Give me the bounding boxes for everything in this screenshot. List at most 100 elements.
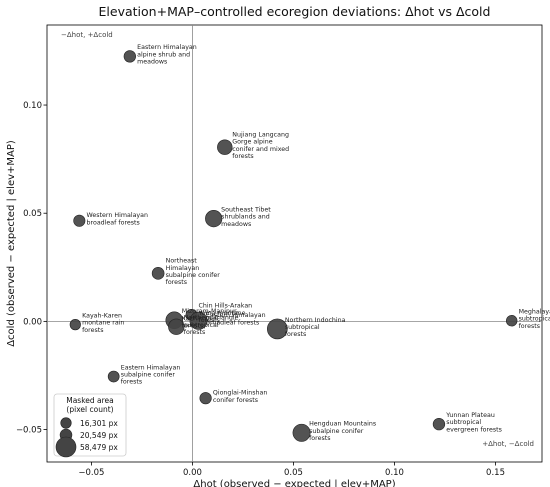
point-label-line: shrublands and xyxy=(221,214,270,221)
y-axis-ticks: −0.05 0.00 0.05 0.10 xyxy=(16,101,47,436)
point-label-line: conifer forests xyxy=(213,397,258,404)
point-label-line: Western Himalayan xyxy=(87,212,148,219)
data-point xyxy=(292,423,311,442)
point-label: Eastern Himalayan subalpine conifer forest… xyxy=(121,364,181,385)
point-label-line: broadleaf forests xyxy=(87,219,140,226)
point-label-line: forests xyxy=(184,329,205,336)
chart-title: Elevation+MAP–controlled ecoregion devia… xyxy=(99,4,491,19)
point-label-line: Nujiang Langcang xyxy=(232,131,289,138)
point-label-line: Northeast xyxy=(166,258,198,265)
y-tick-label: −0.05 xyxy=(16,426,42,436)
data-point xyxy=(189,311,208,330)
point-label-line: Yunnan Plateau xyxy=(445,412,495,419)
point-label-line: alpine shrub and xyxy=(137,51,190,58)
y-axis-label: Δcold (observed − expected | elev+MAP) xyxy=(6,140,17,347)
point-label: Hengduan Mountains subalpine conifer fores… xyxy=(309,421,376,442)
point-label-line: broadleaf forests xyxy=(206,319,259,326)
point-label-line: forests xyxy=(82,327,103,334)
legend-label: 58,479 px xyxy=(80,443,118,452)
data-point xyxy=(267,318,288,340)
point-label: Northern Triangle subtropical forests xyxy=(184,315,239,336)
data-point xyxy=(506,315,518,327)
point-label-line: forests xyxy=(309,435,330,442)
point-label-line: subalpine conifer xyxy=(166,272,221,279)
data-point xyxy=(69,319,81,331)
point-label-line: Kachin rain xyxy=(182,315,217,322)
point-label-line: Yoma montane xyxy=(198,310,246,317)
point-label-line: subtropical xyxy=(446,419,481,426)
point-label-line: Himalayan xyxy=(166,265,200,272)
point-label: Chin Hills-Arakan Yoma montane forests xyxy=(198,303,253,324)
point-label-line: Kayah-Karen xyxy=(82,312,122,319)
y-tick-label: 0.05 xyxy=(23,209,42,219)
x-axis-ticks: −0.05 0.00 0.05 0.10 0.15 xyxy=(78,462,505,478)
point-label: Qionglai-Minshan conifer forests xyxy=(213,390,267,404)
data-point xyxy=(107,370,120,383)
point-label-line: forests xyxy=(182,322,203,329)
point-label-line: montane rain xyxy=(82,320,124,327)
y-tick-label: 0.10 xyxy=(23,101,42,111)
point-label: Northern Indochina subtropical forests xyxy=(285,317,346,338)
point-label-line: subtropical xyxy=(519,316,550,323)
point-label-line: subalpine conifer xyxy=(121,372,176,379)
point-label-line: Northern Indochina xyxy=(285,317,346,324)
legend-title: (pixel count) xyxy=(66,405,113,414)
x-tick-label: 0.05 xyxy=(284,468,303,478)
point-label-line: Southeast Tibet xyxy=(221,206,271,213)
legend-label: 20,549 px xyxy=(80,431,118,440)
data-point xyxy=(168,318,185,335)
point-label-line: Chin Hills-Arakan xyxy=(199,303,253,310)
point-label-line: Gorge alpine xyxy=(232,139,272,146)
point-label: Meghalaya subtropical forests xyxy=(519,309,550,330)
point-label: Mizoram-Manipur-Kachin rain forests xyxy=(182,308,239,329)
point-label-line: Mizoram-Manipur- xyxy=(182,308,239,315)
point-label: Nujiang Langcang Gorge alpine conifer and … xyxy=(232,131,289,160)
data-points xyxy=(69,50,518,442)
legend: Masked area(pixel count) 16,301 px 20,549 … xyxy=(53,393,127,458)
x-tick-label: 0.10 xyxy=(385,468,404,478)
legend-title: Masked area xyxy=(66,396,114,405)
point-label-line: Eastern Himalayan xyxy=(137,44,197,51)
x-tick-label: 0.00 xyxy=(183,468,202,478)
point-label-line: subtropical xyxy=(285,324,320,331)
point-label: Northeast Himalayan subalpine conifer fores… xyxy=(166,258,221,287)
point-label-line: evergreen forests xyxy=(446,426,502,433)
zero-lines xyxy=(47,25,542,462)
point-label-line: forests xyxy=(285,331,306,338)
point-label-line: Qionglai-Minshan xyxy=(213,390,267,397)
point-label-line: Eastern Himalayan xyxy=(206,312,266,319)
legend-marker xyxy=(55,436,77,458)
point-label-line: subtropical xyxy=(184,322,219,329)
point-label-line: meadows xyxy=(137,59,167,66)
data-point xyxy=(205,210,223,228)
point-label-line: forests xyxy=(121,379,142,386)
data-point xyxy=(217,139,233,155)
legend-label: 16,301 px xyxy=(80,419,118,428)
data-point xyxy=(73,214,86,227)
point-label-line: Eastern Himalayan xyxy=(121,364,181,371)
data-point xyxy=(432,417,446,431)
point-labels: Eastern Himalayan alpine shrub and meadows… xyxy=(82,44,550,442)
point-label-line: forests xyxy=(166,279,187,286)
point-label-line: conifer and mixed xyxy=(232,146,289,153)
y-tick-label: 0.00 xyxy=(23,317,42,327)
point-label: Eastern Himalayan alpine shrub and meadows xyxy=(137,44,197,65)
corner-annotation-top-left: −Δhot, +Δcold xyxy=(61,31,113,39)
point-label: Kayah-Karen montane rain forests xyxy=(82,312,124,333)
data-point xyxy=(199,392,212,405)
point-label-line: Northern Triangle xyxy=(184,315,239,322)
point-label-line: forests xyxy=(519,323,540,330)
point-label: Western Himalayan broadleaf forests xyxy=(87,212,148,226)
x-tick-label: −0.05 xyxy=(78,468,104,478)
data-point xyxy=(123,50,136,63)
point-label: Yunnan Plateau subtropical evergreen fores… xyxy=(445,412,502,433)
x-tick-label: 0.15 xyxy=(486,468,505,478)
point-label: Southeast Tibet shrublands and meadows xyxy=(221,206,271,227)
corner-annotation-bottom-right: +Δhot, −Δcold xyxy=(482,440,534,448)
point-label-line: forests xyxy=(232,153,253,160)
data-point xyxy=(151,267,165,280)
point-label-line: meadows xyxy=(221,221,251,228)
legend-marker xyxy=(60,417,72,429)
point-label-line: Meghalaya xyxy=(519,309,550,316)
